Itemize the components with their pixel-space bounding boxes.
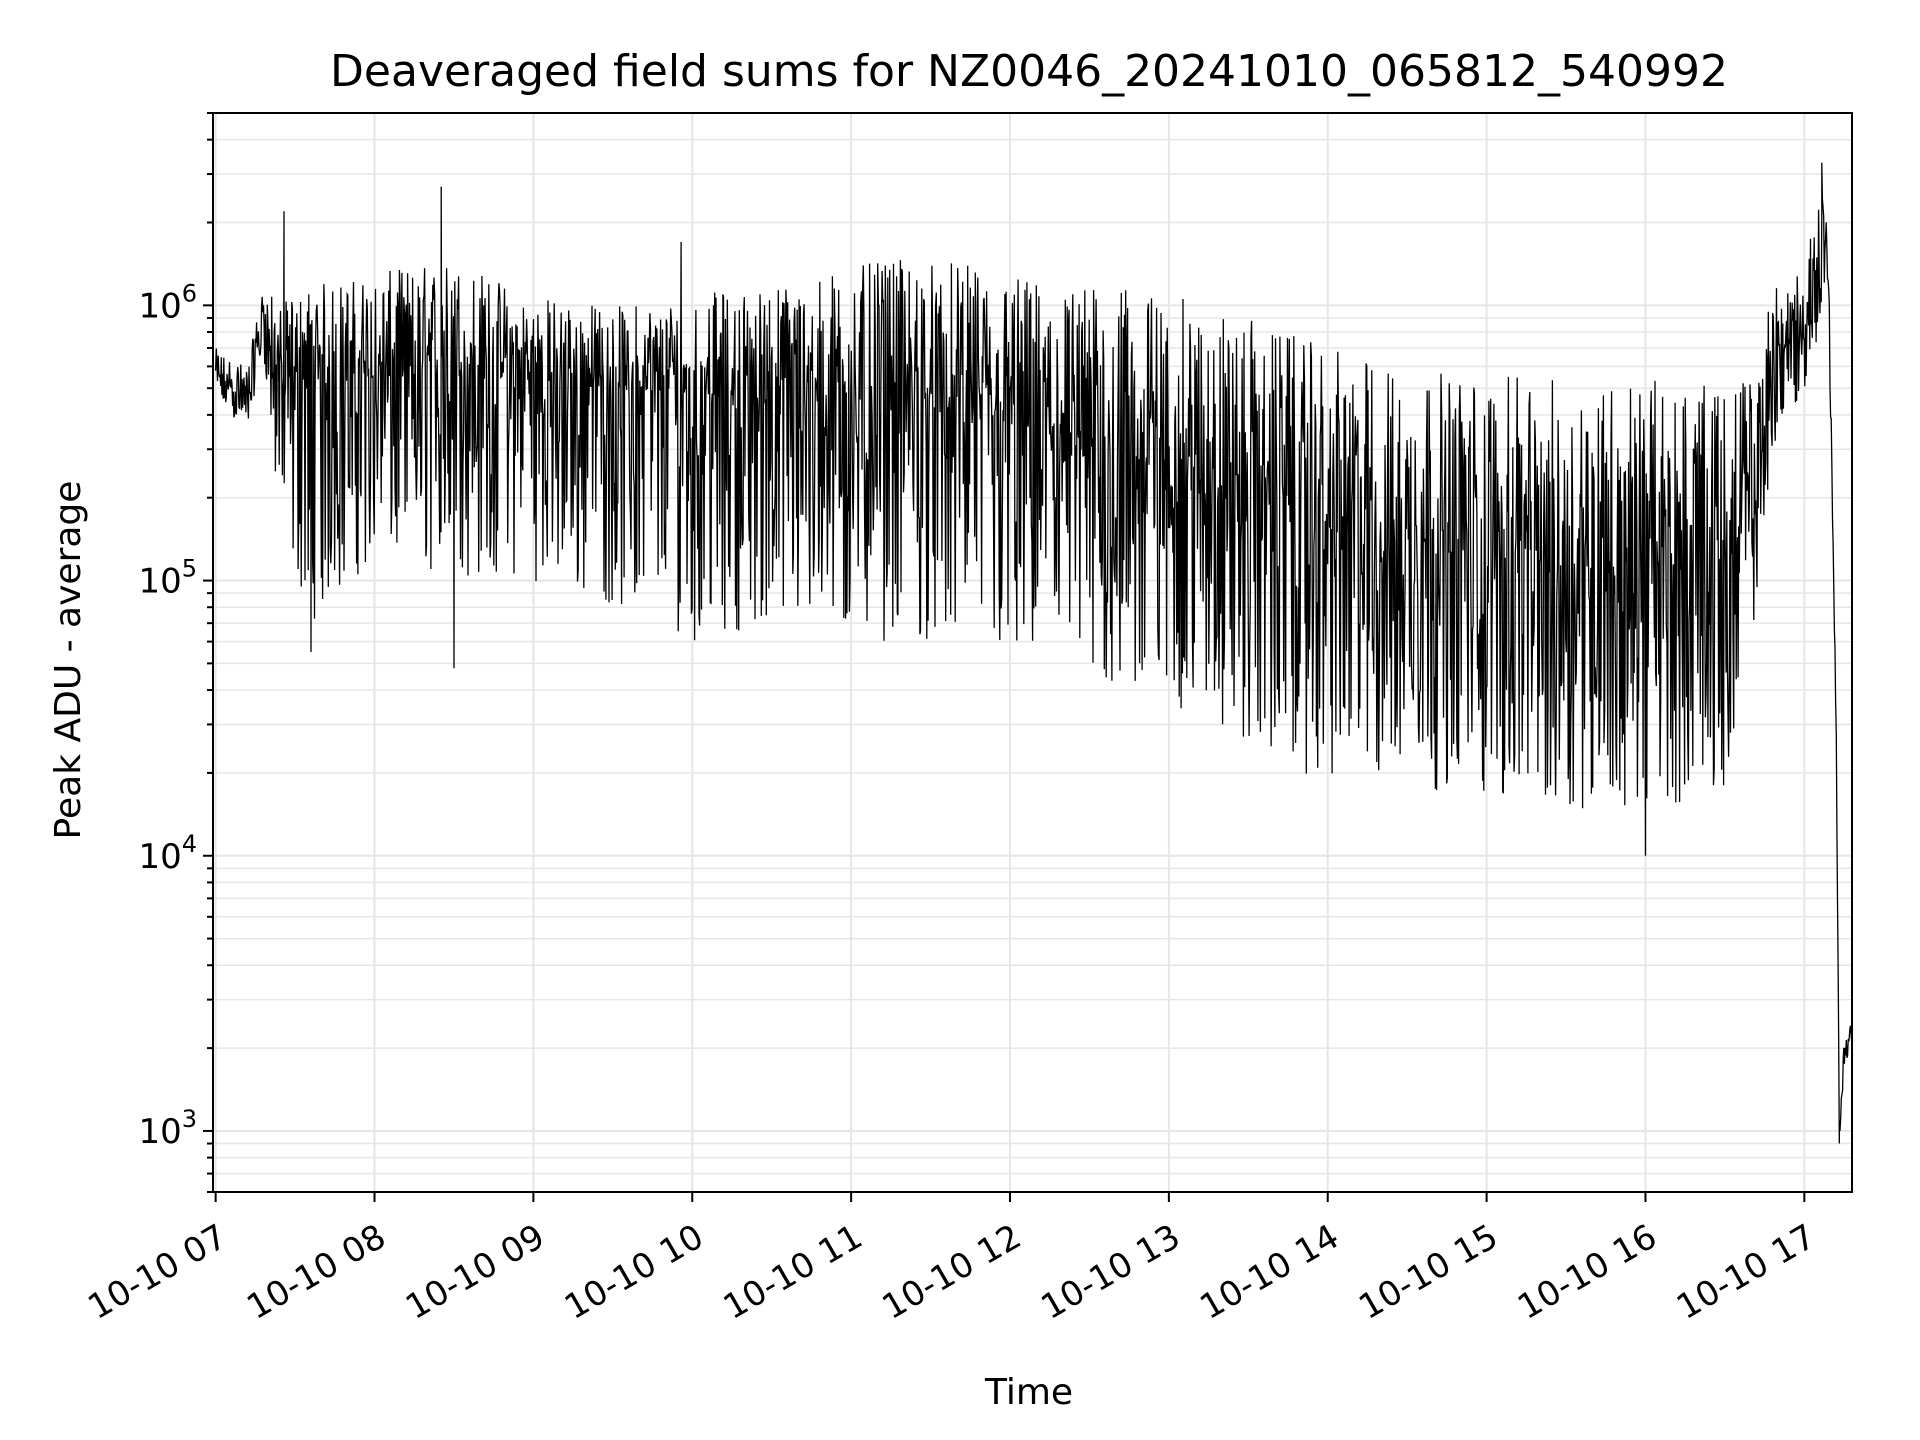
y-tick-label: 104 [138,830,197,877]
y-tick-exponent: 3 [182,1105,197,1133]
plot-frame [212,112,1853,1193]
chart-title: Deaveraged field sums for NZ0046_2024101… [330,46,1728,97]
y-tick-base: 10 [138,286,181,326]
y-tick-base: 10 [138,1112,181,1152]
x-axis-label: Time [984,1372,1073,1413]
y-tick-label: 106 [138,279,197,326]
series-layer [214,162,1853,1144]
y-tick-exponent: 6 [182,279,197,307]
y-tick-label: 103 [138,1105,197,1152]
y-tick-label: 105 [138,555,197,602]
y-tick-base: 10 [138,837,181,877]
y-tick-base: 10 [138,562,181,602]
y-tick-exponent: 4 [182,830,197,858]
series-line [214,162,1853,1144]
y-tick-exponent: 5 [182,555,197,583]
y-axis-label: Peak ADU - average [48,481,89,840]
